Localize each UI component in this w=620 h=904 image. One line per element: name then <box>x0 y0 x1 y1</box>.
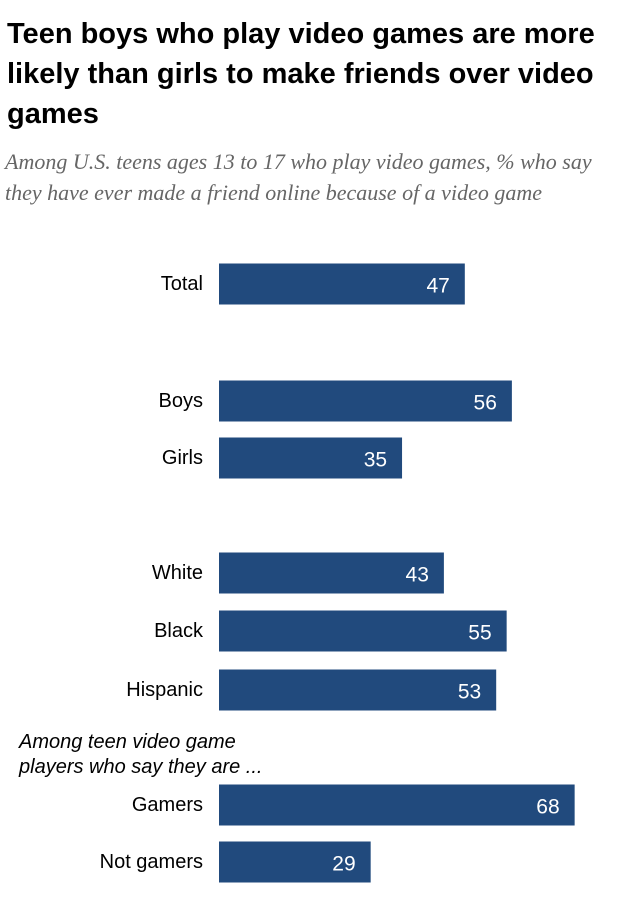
category-label-not-gamers: Not gamers <box>100 851 203 873</box>
bar-girls <box>219 437 403 479</box>
value-label-black: 55 <box>468 622 491 645</box>
bar-not-gamers <box>219 841 371 883</box>
bar-boys <box>219 380 512 422</box>
value-label-not-gamers: 29 <box>332 853 355 876</box>
value-label-gamers: 68 <box>536 796 559 819</box>
category-label-hispanic: Hispanic <box>126 679 203 701</box>
category-label-girls: Girls <box>162 447 203 469</box>
chart-subtitle: Among U.S. teens ages 13 to 17 who play … <box>5 149 592 205</box>
chart-title: Teen boys who play video games are more … <box>7 18 595 130</box>
category-label-white: White <box>152 562 203 584</box>
value-label-boys: 56 <box>474 392 497 415</box>
bar-gamers <box>219 784 575 826</box>
value-label-white: 43 <box>406 564 429 587</box>
bar-white <box>219 552 444 594</box>
bar-chart: Total 47 Boys 56 Girls 35 White 43 Black 55 Hispan… <box>100 263 575 883</box>
category-label-boys: Boys <box>159 390 203 412</box>
value-label-girls: 35 <box>364 449 387 472</box>
bar-total <box>219 263 465 305</box>
bar-hispanic <box>219 669 497 711</box>
gamer-group-note: Among teen video game players who say th… <box>19 731 263 778</box>
category-label-gamers: Gamers <box>132 794 203 816</box>
category-label-total: Total <box>161 273 203 295</box>
category-label-black: Black <box>154 620 204 642</box>
value-label-total: 47 <box>426 275 449 298</box>
bar-black <box>219 610 507 652</box>
value-label-hispanic: 53 <box>458 681 481 704</box>
